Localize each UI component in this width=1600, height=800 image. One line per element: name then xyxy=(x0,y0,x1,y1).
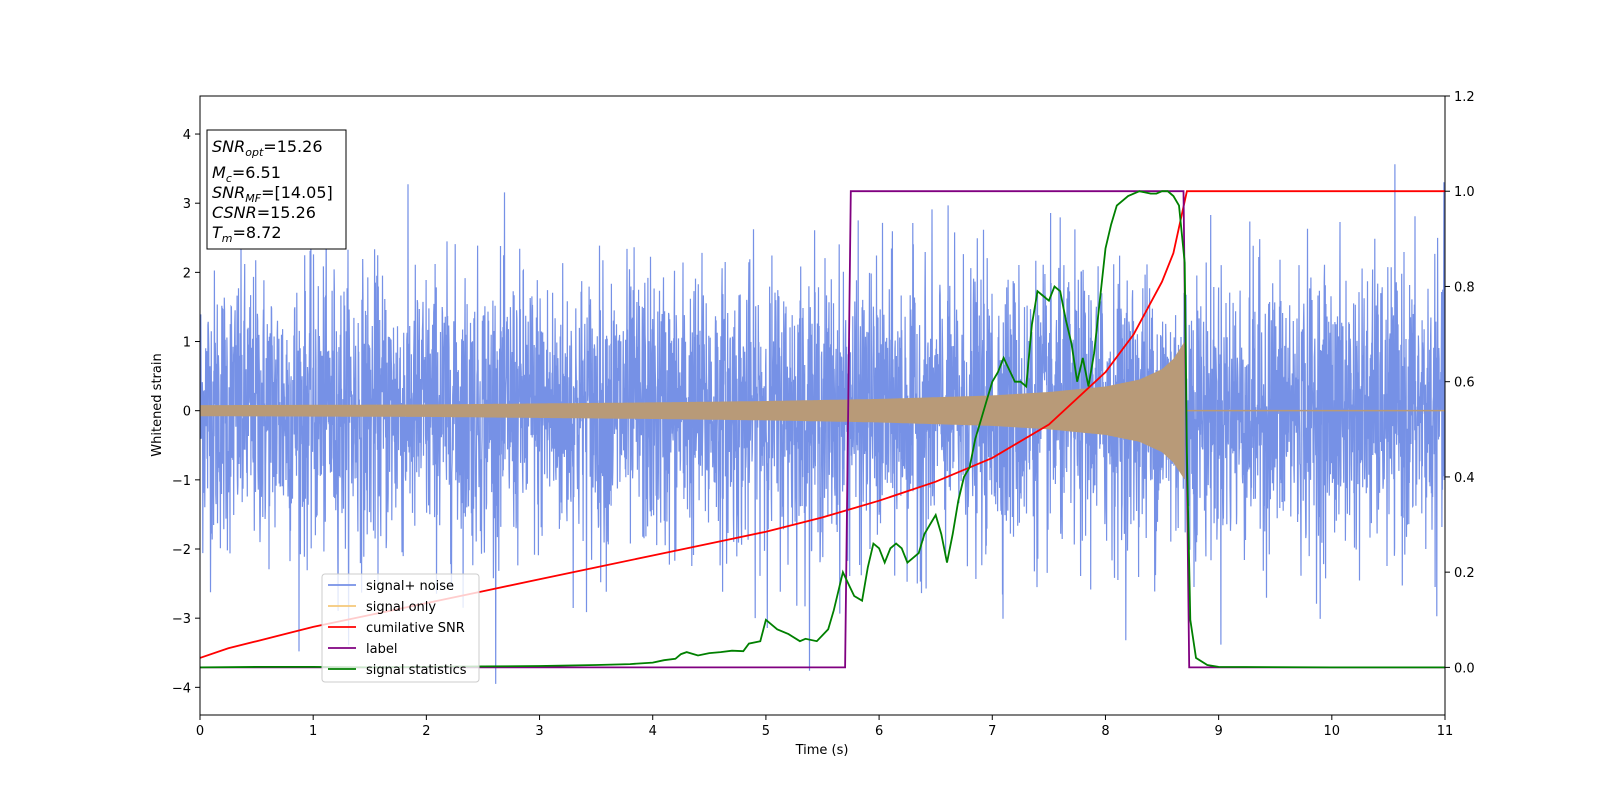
legend-label-signal-only: signal only xyxy=(366,600,436,615)
x-axis: 0 1 2 3 4 5 6 7 8 9 10 11 xyxy=(196,715,1453,739)
y-left-tick-label: 3 xyxy=(183,197,191,212)
legend-label-signal-statistics: signal statistics xyxy=(366,663,467,678)
legend-label-cumulative-snr: cumilative SNR xyxy=(366,621,465,636)
x-tick-label: 2 xyxy=(422,724,430,739)
x-tick-label: 10 xyxy=(1324,724,1341,739)
y-right-tick-label: 1.2 xyxy=(1454,90,1475,105)
x-tick-label: 0 xyxy=(196,724,204,739)
info-snr-mf: SNRMF=[14.05] xyxy=(212,183,333,205)
y-axis-right: 0.0 0.2 0.4 0.6 0.8 1.0 1.2 xyxy=(1445,90,1475,676)
y-right-tick-label: 0.0 xyxy=(1454,661,1475,676)
legend-frame xyxy=(321,573,480,683)
x-tick-label: 4 xyxy=(649,724,657,739)
y-right-tick-label: 0.2 xyxy=(1454,566,1475,581)
x-axis-label: Time (s) xyxy=(795,743,849,758)
y-left-tick-label: 1 xyxy=(183,336,191,351)
legend: signal+ noise signal only cumilative SNR… xyxy=(321,573,480,683)
info-box: SNRopt=15.26 Mc=6.51 SNRMF=[14.05] CSNR=… xyxy=(206,129,347,250)
info-csnr: CSNR=15.26 xyxy=(212,203,316,222)
y-left-tick-label: −2 xyxy=(172,543,191,558)
y-axis-left: −4 −3 −2 −1 0 1 2 3 4 xyxy=(172,128,200,696)
y-right-tick-label: 0.6 xyxy=(1454,376,1475,391)
info-mc: Mc=6.51 xyxy=(212,163,281,185)
x-tick-label: 11 xyxy=(1437,724,1454,739)
x-tick-label: 1 xyxy=(309,724,317,739)
signal-statistics-line xyxy=(200,190,1445,669)
info-snr-opt: SNRopt=15.26 xyxy=(212,137,323,159)
plot-frame xyxy=(199,95,1446,716)
y-left-tick-label: 0 xyxy=(183,405,191,420)
info-box-frame xyxy=(206,129,347,250)
y-left-tick-label: −1 xyxy=(172,474,191,489)
signal-only-envelope xyxy=(200,341,1185,480)
y-axis-label: Whitened strain xyxy=(150,353,165,456)
y-right-tick-label: 0.8 xyxy=(1454,280,1475,295)
x-tick-label: 3 xyxy=(535,724,543,739)
x-tick-label: 9 xyxy=(1214,724,1222,739)
x-tick-label: 7 xyxy=(988,724,996,739)
y-left-tick-label: 4 xyxy=(183,128,191,143)
y-right-tick-label: 1.0 xyxy=(1454,185,1475,200)
x-tick-label: 8 xyxy=(1101,724,1109,739)
info-tm: Tm=8.72 xyxy=(212,223,282,245)
y-left-tick-label: −3 xyxy=(172,612,191,627)
legend-label-label: label xyxy=(366,642,397,657)
x-tick-label: 6 xyxy=(875,724,883,739)
legend-label-signal-noise: signal+ noise xyxy=(366,579,454,594)
x-tick-label: 5 xyxy=(762,724,770,739)
y-left-tick-label: 2 xyxy=(183,266,191,281)
y-left-tick-label: −4 xyxy=(172,681,191,696)
y-right-tick-label: 0.4 xyxy=(1454,471,1475,486)
